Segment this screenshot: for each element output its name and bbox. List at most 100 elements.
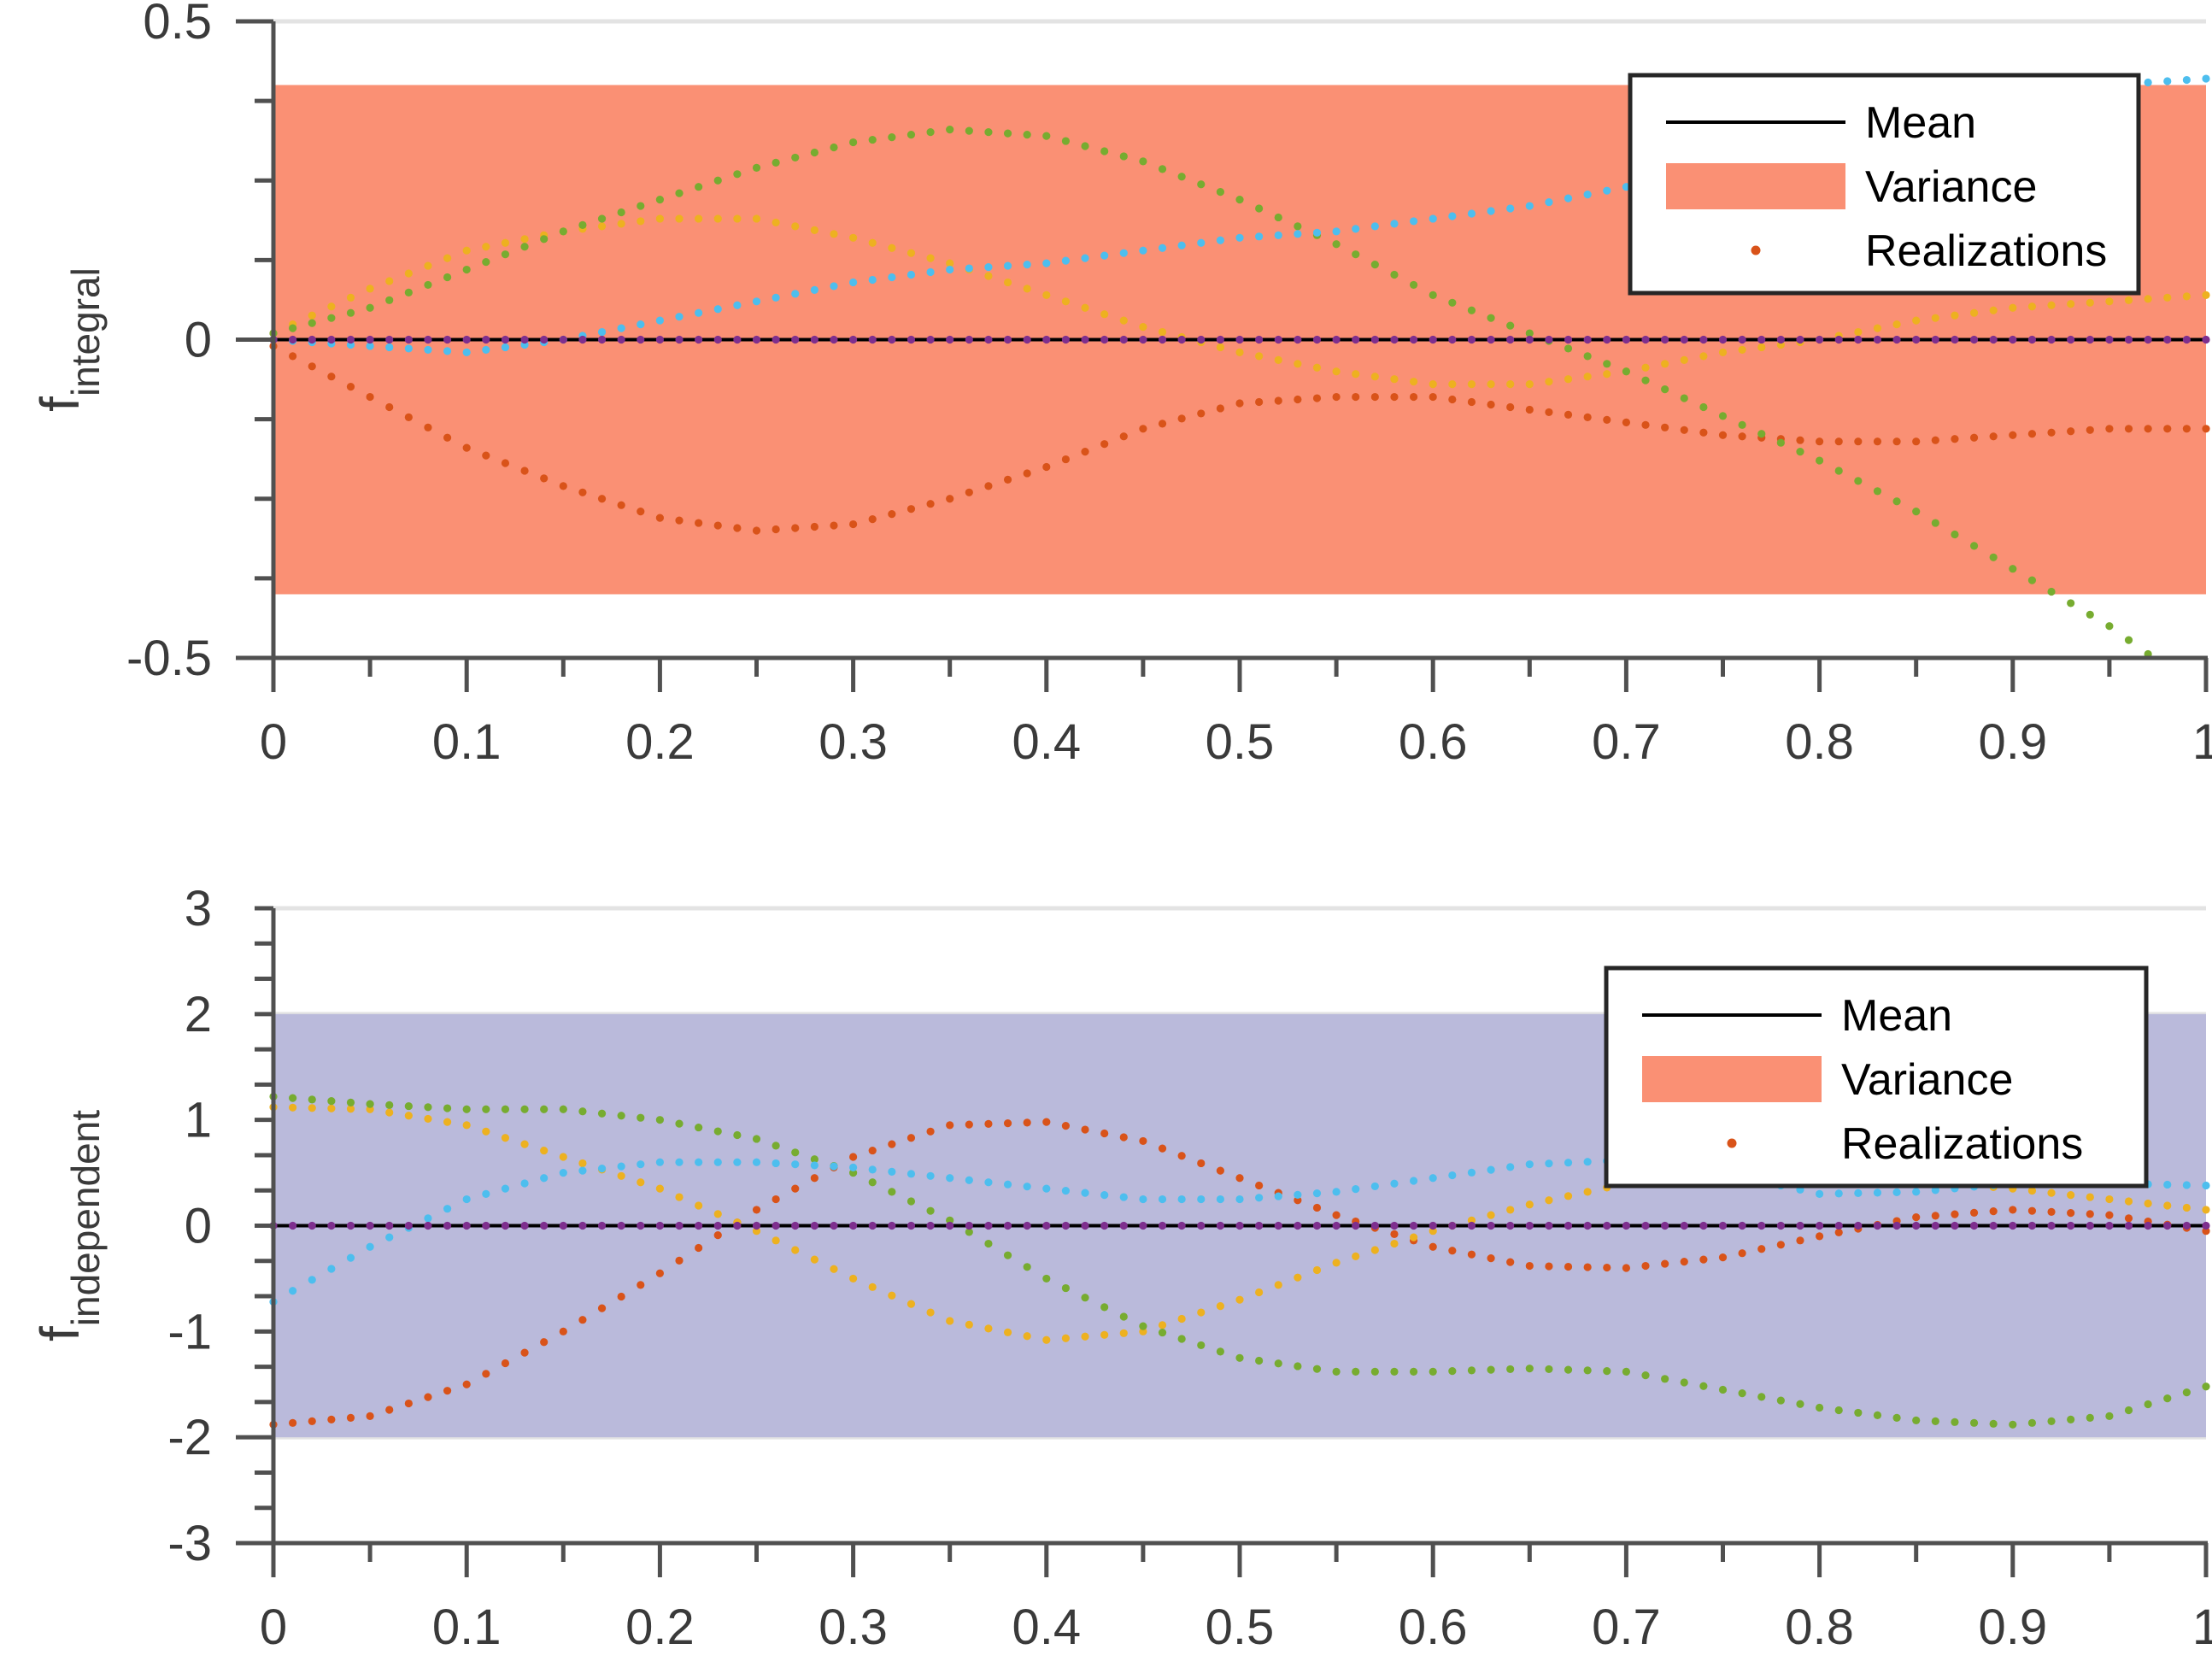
realization-point — [1177, 335, 1186, 344]
realization-point — [1448, 1247, 1457, 1255]
realization-point — [404, 1101, 413, 1111]
realization-point — [1061, 1122, 1071, 1130]
realization-point — [559, 1168, 567, 1177]
realization-point — [1951, 335, 1959, 344]
realization-point — [404, 344, 413, 353]
realization-point — [772, 158, 780, 167]
realization-point — [1738, 1389, 1746, 1398]
realization-point — [2163, 425, 2172, 433]
realization-point — [308, 1221, 316, 1230]
realization-point — [1718, 1221, 1728, 1230]
realization-point — [540, 335, 549, 344]
realization-point — [2009, 431, 2017, 439]
realization-point — [733, 301, 742, 309]
realization-point — [1216, 236, 1224, 244]
realization-point — [1816, 456, 1824, 465]
realization-point — [346, 383, 355, 391]
realization-point — [888, 1291, 896, 1300]
realization-point — [695, 1123, 703, 1132]
realization-point — [1332, 1188, 1341, 1196]
realization-point — [1680, 355, 1688, 364]
realization-point — [443, 335, 452, 344]
realization-point — [1583, 373, 1592, 381]
realization-point — [926, 1308, 935, 1317]
realization-point — [1197, 335, 1206, 344]
realization-point — [1487, 1165, 1495, 1174]
realization-point — [675, 335, 684, 344]
realization-point — [2027, 1221, 2037, 1230]
realization-point — [289, 324, 297, 332]
realization-point — [1892, 1221, 1901, 1230]
realization-point — [597, 1109, 607, 1118]
realization-point — [1487, 1365, 1495, 1374]
realization-point — [1100, 1221, 1109, 1230]
realization-point — [501, 1105, 510, 1113]
realization-point — [385, 1101, 394, 1109]
realization-point — [2202, 335, 2210, 344]
legend-variance-swatch — [1666, 163, 1845, 209]
realization-point — [926, 1206, 935, 1215]
realization-point — [1352, 392, 1360, 402]
realization-point — [752, 1206, 761, 1214]
realization-point — [637, 1281, 645, 1289]
realization-point — [1119, 1312, 1128, 1321]
realization-point — [1467, 397, 1476, 407]
realization-point — [907, 1221, 916, 1230]
realization-point — [2124, 1406, 2133, 1415]
realization-point — [1931, 1221, 1939, 1230]
realization-point — [597, 1221, 607, 1230]
realization-point — [1370, 260, 1379, 269]
realization-point — [713, 1221, 722, 1230]
realization-point — [849, 335, 858, 344]
realization-point — [655, 1116, 665, 1124]
realization-point — [1506, 1258, 1515, 1266]
realization-point — [1661, 335, 1669, 344]
realization-point — [1603, 415, 1611, 424]
realization-point — [1603, 186, 1611, 195]
realization-point — [1332, 227, 1341, 236]
realization-point — [1641, 1371, 1650, 1380]
realization-point — [713, 214, 722, 223]
realization-point — [1332, 1211, 1341, 1219]
realization-point — [1583, 335, 1592, 344]
realization-point — [501, 335, 510, 344]
realization-point — [791, 1184, 800, 1193]
realization-point — [733, 1221, 742, 1230]
realization-point — [888, 273, 896, 282]
realization-point — [501, 1134, 510, 1142]
realization-point — [1409, 335, 1418, 344]
realization-point — [1467, 335, 1476, 344]
realization-point — [1216, 1221, 1224, 1230]
realization-point — [2163, 335, 2172, 344]
realization-point — [868, 275, 877, 285]
realization-point — [1834, 335, 1843, 344]
realization-point — [1583, 413, 1592, 421]
realization-point — [308, 1104, 316, 1112]
realization-point — [868, 135, 877, 144]
realization-point — [1235, 335, 1244, 344]
realization-point — [1023, 1332, 1031, 1341]
realization-point — [810, 148, 818, 157]
realization-point — [1409, 280, 1418, 290]
realization-point — [578, 1221, 587, 1230]
realization-point — [2105, 335, 2114, 344]
realization-point — [1294, 335, 1302, 344]
realization-point — [2144, 78, 2152, 87]
realization-point — [1525, 405, 1534, 414]
realization-point — [1312, 1221, 1322, 1230]
realization-point — [830, 1221, 838, 1230]
realization-point — [810, 1161, 818, 1170]
realization-point — [617, 1171, 625, 1180]
realization-point — [655, 1184, 665, 1193]
realization-point — [597, 327, 607, 337]
realization-point — [1796, 335, 1804, 344]
realization-point — [1448, 1221, 1457, 1230]
realization-point — [868, 1178, 877, 1187]
realization-point — [366, 392, 374, 402]
realization-point — [559, 335, 567, 344]
realization-point — [385, 277, 394, 285]
realization-point — [2009, 1420, 2017, 1429]
realization-point — [1312, 228, 1322, 237]
realization-point — [830, 335, 838, 344]
realization-point — [501, 1184, 510, 1193]
